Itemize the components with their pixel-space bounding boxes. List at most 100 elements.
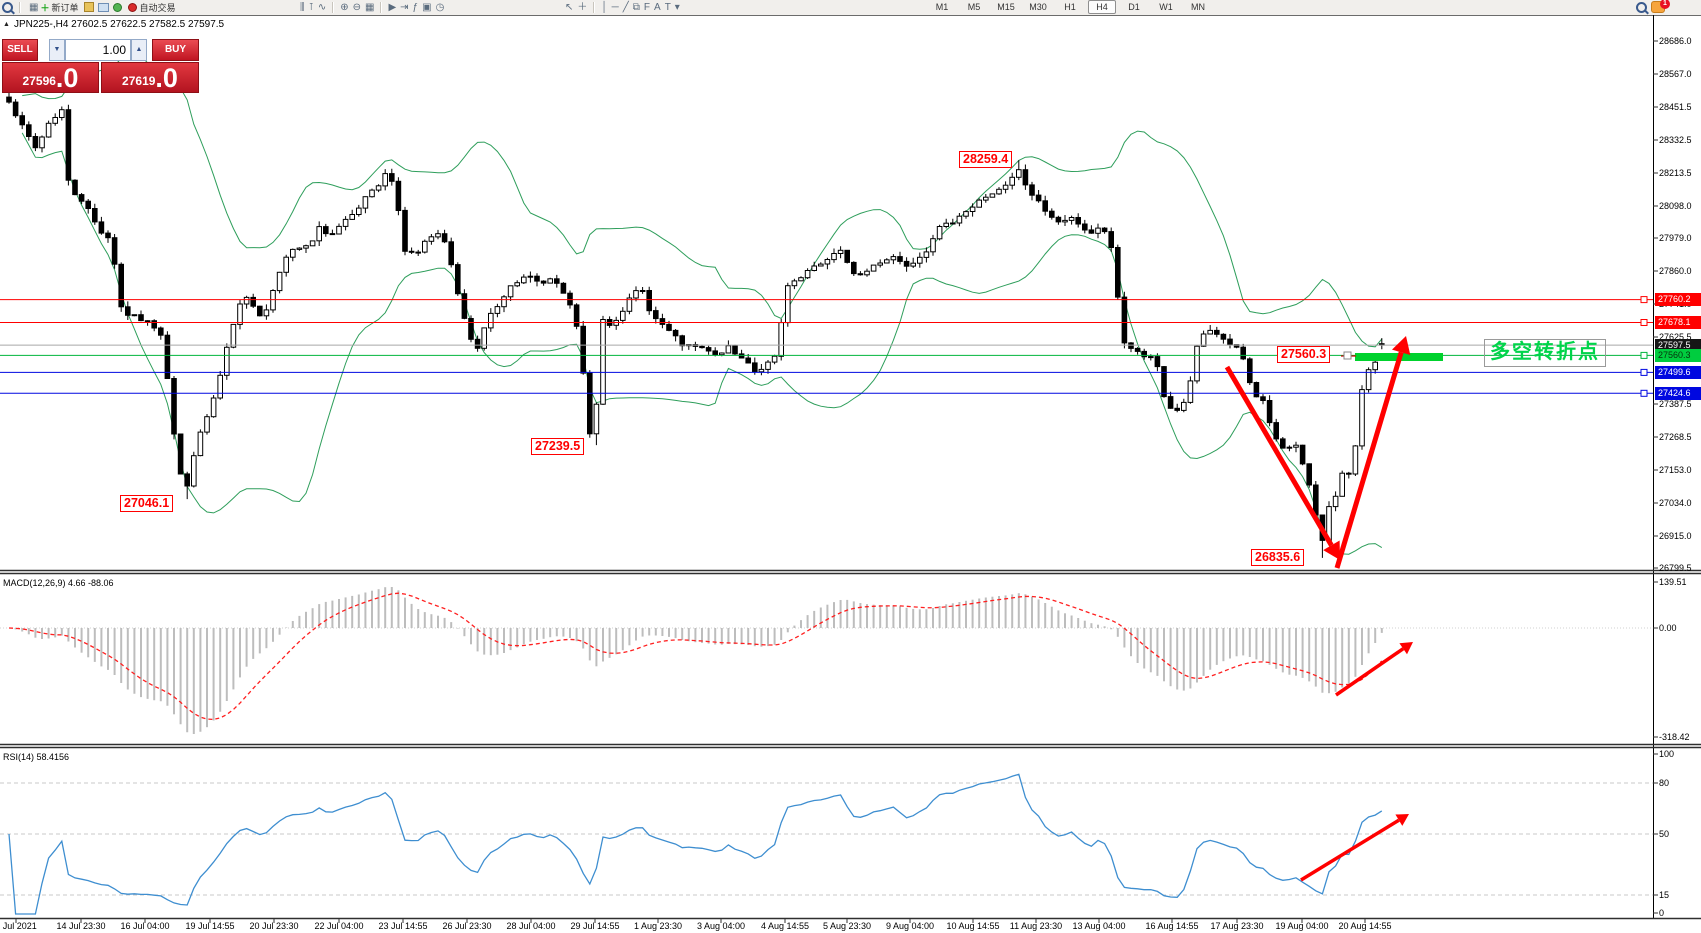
buy-price-panel[interactable]: 27619.0 xyxy=(101,62,199,93)
line-end-marker[interactable] xyxy=(1640,368,1648,376)
volume-decrease-button[interactable]: ▼ xyxy=(49,39,65,61)
time-axis-label: 16 Jul 04:00 xyxy=(120,921,170,931)
bar-chart-icon[interactable]: ⫼ xyxy=(300,1,305,13)
time-axis-label: 26 Jul 23:30 xyxy=(442,921,492,931)
buy-button[interactable]: BUY xyxy=(152,39,199,61)
channel-tool-icon[interactable]: ⧉ xyxy=(632,1,640,13)
price-tick-label: 27153.0 xyxy=(1659,465,1692,475)
price-tick-label: 27268.5 xyxy=(1659,432,1692,442)
time-axis-label: 17 Aug 23:30 xyxy=(1210,921,1264,931)
time-axis-label: 1 Aug 23:30 xyxy=(633,921,683,931)
plus-icon: ＋ xyxy=(40,2,50,13)
timeframe-toolbar: M1 M5 M15 M30 H1 H4 D1 W1 MN xyxy=(928,0,1212,14)
toolbar-separator xyxy=(380,1,383,13)
price-tag[interactable]: 27239.5 xyxy=(531,438,585,455)
time-axis-label: 14 Jul 23:30 xyxy=(56,921,106,931)
price-tick-label: 27979.0 xyxy=(1659,233,1692,243)
horizontal-line-tool-icon[interactable]: ─ xyxy=(611,1,619,13)
price-tag[interactable]: 27560.3 xyxy=(1277,346,1331,363)
notifications-icon[interactable]: 1 xyxy=(1651,0,1670,13)
timeframe-button-m5[interactable]: M5 xyxy=(967,2,981,12)
tag-connector-handle[interactable] xyxy=(1343,351,1352,360)
time-axis-label: 13 Aug 04:00 xyxy=(1072,921,1126,931)
line-end-marker[interactable] xyxy=(1640,296,1648,304)
tile-windows-icon[interactable]: ▦ xyxy=(365,1,375,13)
rsi-indicator-title: RSI(14) 58.4156 xyxy=(3,752,70,762)
macd-tick-label: -318.42 xyxy=(1659,732,1690,742)
price-tag[interactable]: 26835.6 xyxy=(1251,549,1305,566)
volume-increase-button[interactable]: ▲ xyxy=(131,39,147,61)
text-tool-icon[interactable]: A xyxy=(654,1,661,13)
auto-scroll-icon[interactable]: ▶ xyxy=(388,1,397,13)
line-chart-icon[interactable]: ∿ xyxy=(317,1,327,13)
crosshair-icon[interactable]: ＋ xyxy=(577,1,588,13)
timeframe-button-m1[interactable]: M1 xyxy=(935,2,949,12)
search-icon[interactable] xyxy=(2,1,13,13)
time-axis-label: 29 Jul 14:55 xyxy=(570,921,620,931)
auto-trading-button[interactable]: 自动交易 xyxy=(126,1,177,14)
sell-price-fraction: .0 xyxy=(55,63,79,93)
price-tick-label: 28098.0 xyxy=(1659,201,1692,211)
price-tick-label: 28213.5 xyxy=(1659,168,1692,178)
vertical-line-tool-icon[interactable]: │ xyxy=(601,1,608,13)
time-axis-label: 5 Aug 23:30 xyxy=(822,921,872,931)
chart-profile-icon[interactable] xyxy=(84,2,95,12)
price-level-axis-label: 27678.1 xyxy=(1655,316,1701,329)
indicators-icon[interactable]: ƒ xyxy=(412,1,419,13)
arrows-tool-icon[interactable]: ▾ xyxy=(674,1,680,13)
toolbar-separator xyxy=(593,1,596,13)
chart-shift-icon[interactable]: ⇥ xyxy=(400,1,409,13)
signal-icon[interactable] xyxy=(113,2,123,12)
trend-arrow[interactable] xyxy=(1334,336,1411,569)
objects-icon[interactable]: ▣ xyxy=(422,1,432,13)
time-axis-label: 3 Jul 2021 xyxy=(0,921,37,931)
candle-chart-icon[interactable]: ⊺ xyxy=(308,1,314,13)
timeframe-button-h1[interactable]: H1 xyxy=(1064,2,1076,12)
time-axis-label: 4 Aug 14:55 xyxy=(760,921,810,931)
clock-icon[interactable]: ◷ xyxy=(435,1,445,13)
timeframe-button-m15[interactable]: M15 xyxy=(997,2,1015,12)
line-end-marker[interactable] xyxy=(1640,389,1648,397)
time-axis-label: 28 Jul 04:00 xyxy=(506,921,556,931)
time-axis-label: 11 Aug 23:30 xyxy=(1009,921,1063,931)
turning-point-text-label[interactable]: 多空转折点 xyxy=(1484,339,1606,367)
time-axis-label: 10 Aug 14:55 xyxy=(946,921,1000,931)
time-axis-label: 22 Jul 04:00 xyxy=(314,921,364,931)
timeframe-button-d1[interactable]: D1 xyxy=(1128,2,1140,12)
timeframe-button-h4[interactable]: H4 xyxy=(1088,0,1116,14)
time-axis-label: 20 Aug 14:55 xyxy=(1338,921,1392,931)
bollinger-bands xyxy=(21,49,1383,555)
trendline-tool-icon[interactable]: ╱ xyxy=(622,1,629,13)
sell-price-panel[interactable]: 27596.0 xyxy=(2,62,99,93)
text-label-tool-icon[interactable]: T xyxy=(664,1,671,13)
price-level-axis-label: 27424.6 xyxy=(1655,386,1701,400)
line-end-marker[interactable] xyxy=(1640,319,1648,326)
collapse-one-click-arrow[interactable]: ▲ xyxy=(3,21,10,28)
search-icon[interactable] xyxy=(1636,1,1647,13)
fibonacci-tool-icon[interactable]: F xyxy=(643,1,651,13)
trend-arrow[interactable] xyxy=(1224,365,1340,560)
macd-indicator-title: MACD(12,26,9) 4.66 -88.06 xyxy=(3,578,114,588)
price-tag[interactable]: 28259.4 xyxy=(959,151,1013,168)
zoom-out-icon[interactable]: ⊖ xyxy=(352,1,361,13)
time-axis-label: 23 Jul 14:55 xyxy=(378,921,428,931)
time-axis-label: 16 Aug 14:55 xyxy=(1145,921,1199,931)
timeframe-button-w1[interactable]: W1 xyxy=(1159,2,1173,12)
trend-arrow[interactable] xyxy=(1300,814,1409,882)
new-order-button[interactable]: ▦ ＋ 新订单 xyxy=(27,1,80,14)
time-axis-label: 9 Aug 04:00 xyxy=(885,921,935,931)
cursor-icon[interactable]: ↖ xyxy=(565,1,574,13)
timeframe-button-mn[interactable]: MN xyxy=(1191,2,1205,12)
zoom-in-icon[interactable]: ⊕ xyxy=(340,1,349,13)
rsi-tick-label: 15 xyxy=(1659,890,1670,900)
timeframe-button-m30[interactable]: M30 xyxy=(1029,2,1047,12)
sell-button[interactable]: SELL xyxy=(2,39,38,61)
volume-input[interactable]: 1.00 xyxy=(65,39,131,61)
trend-arrow[interactable] xyxy=(1335,642,1413,697)
price-tag[interactable]: 27046.1 xyxy=(120,495,174,512)
market-watch-icon[interactable] xyxy=(98,2,110,12)
macd-signal-line xyxy=(8,592,1383,721)
line-end-marker[interactable] xyxy=(1640,351,1648,359)
